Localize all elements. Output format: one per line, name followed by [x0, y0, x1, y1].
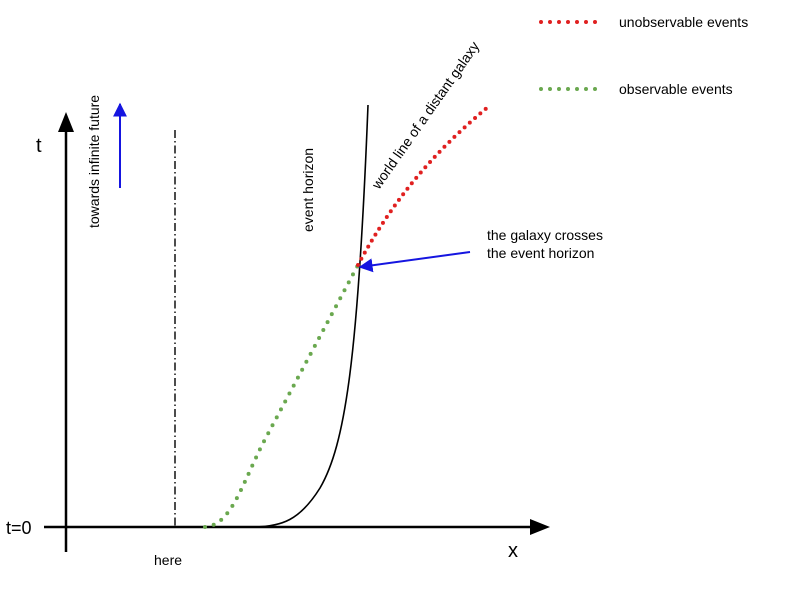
legend: unobservable events observable events [539, 14, 748, 97]
observable-worldline [203, 263, 360, 529]
legend-observable-label: observable events [619, 81, 733, 97]
x-axis-arrowhead [530, 519, 550, 535]
here-label: here [154, 552, 182, 568]
crossing-label-line2: the event horizon [487, 245, 594, 261]
x-axis-label: x [508, 540, 518, 562]
crossing-label-line1: the galaxy crosses [487, 227, 603, 243]
t-axis-label: t [36, 135, 42, 157]
world-line-label: world line of a distant galaxy [368, 38, 483, 192]
t-axis-arrowhead [58, 112, 74, 132]
t-zero-label: t=0 [6, 518, 32, 538]
towards-future-label: towards infinite future [86, 95, 102, 228]
legend-unobservable-label: unobservable events [619, 14, 748, 30]
crossing-arrow [358, 251, 471, 273]
event-horizon-label: event horizon [300, 148, 316, 232]
